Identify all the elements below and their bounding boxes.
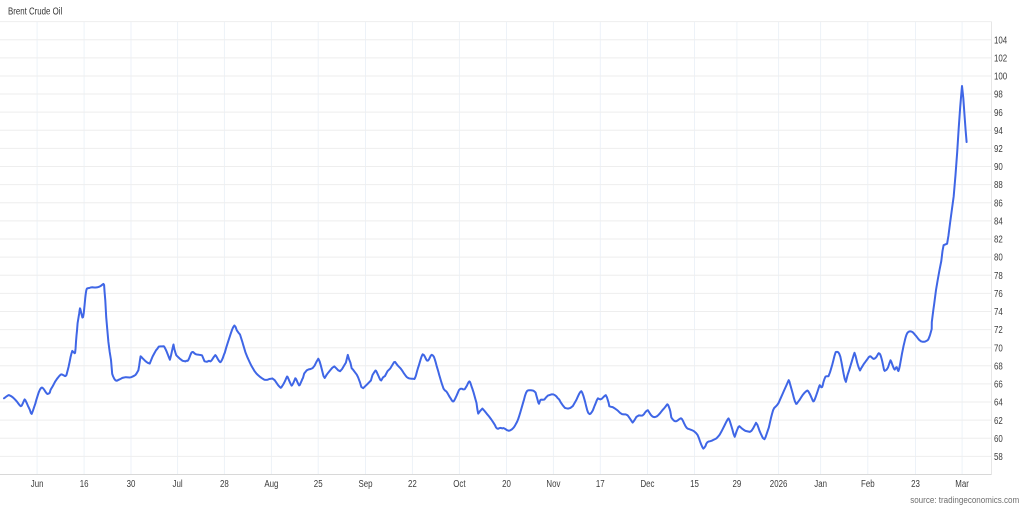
svg-text:80: 80: [994, 253, 1003, 264]
svg-text:60: 60: [994, 434, 1003, 445]
svg-text:29: 29: [733, 479, 742, 490]
svg-text:2026: 2026: [770, 479, 788, 490]
svg-text:98: 98: [994, 90, 1003, 101]
svg-text:96: 96: [994, 108, 1003, 119]
svg-text:30: 30: [127, 479, 136, 490]
svg-text:88: 88: [994, 180, 1003, 191]
svg-text:Jun: Jun: [31, 479, 44, 490]
svg-text:23: 23: [911, 479, 920, 490]
svg-text:Mar: Mar: [955, 479, 969, 490]
svg-text:Brent Crude Oil: Brent Crude Oil: [8, 7, 62, 18]
svg-text:102: 102: [994, 53, 1008, 64]
svg-text:22: 22: [408, 479, 417, 490]
svg-text:16: 16: [80, 479, 89, 490]
svg-text:76: 76: [994, 289, 1003, 300]
svg-text:64: 64: [994, 398, 1003, 409]
svg-text:15: 15: [690, 479, 699, 490]
svg-text:25: 25: [314, 479, 323, 490]
svg-text:Sep: Sep: [358, 479, 372, 490]
svg-text:Aug: Aug: [264, 479, 278, 490]
svg-text:74: 74: [994, 307, 1003, 318]
svg-text:72: 72: [994, 325, 1003, 336]
svg-text:Dec: Dec: [641, 479, 655, 490]
svg-text:104: 104: [994, 35, 1008, 46]
svg-text:Jul: Jul: [173, 479, 183, 490]
svg-text:90: 90: [994, 162, 1003, 173]
svg-text:28: 28: [220, 479, 229, 490]
svg-text:Jan: Jan: [814, 479, 827, 490]
svg-text:20: 20: [502, 479, 511, 490]
svg-text:66: 66: [994, 380, 1003, 391]
svg-text:86: 86: [994, 198, 1003, 209]
svg-text:78: 78: [994, 271, 1003, 282]
svg-text:source: tradingeconomics.com: source: tradingeconomics.com: [910, 495, 1019, 505]
svg-text:Feb: Feb: [861, 479, 875, 490]
svg-text:62: 62: [994, 416, 1003, 427]
svg-text:100: 100: [994, 72, 1008, 83]
svg-text:Oct: Oct: [453, 479, 465, 490]
svg-text:92: 92: [994, 144, 1003, 155]
svg-text:58: 58: [994, 452, 1003, 463]
svg-text:17: 17: [596, 479, 605, 490]
svg-text:68: 68: [994, 361, 1003, 372]
svg-text:82: 82: [994, 235, 1003, 246]
svg-text:84: 84: [994, 217, 1003, 228]
svg-text:Nov: Nov: [546, 479, 560, 490]
svg-text:70: 70: [994, 343, 1003, 354]
svg-text:94: 94: [994, 126, 1003, 137]
